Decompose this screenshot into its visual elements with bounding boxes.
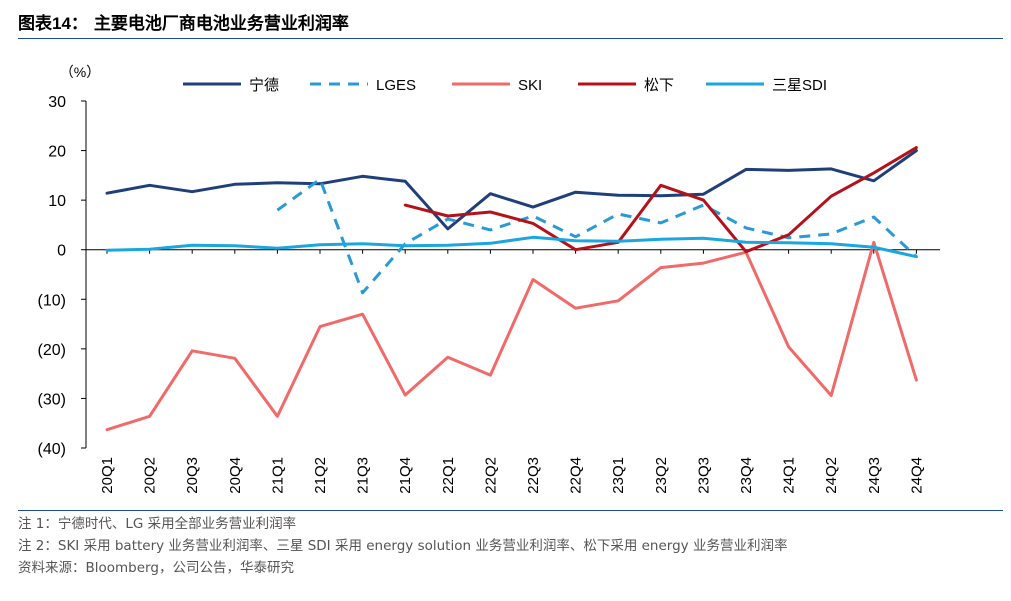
y-tick-label: (30) — [38, 391, 66, 408]
x-tick-label: 22Q4 — [568, 457, 585, 494]
chart-legend: 宁德 LGES SKI 松下 三星SDI — [183, 76, 827, 94]
line-chart: （%） 30 20 10 0 (10) (20) (30) (40) 20Q1 20Q2 20Q3 20… — [38, 64, 940, 494]
x-tick-label: 20Q4 — [227, 457, 244, 494]
y-tick-label: (20) — [38, 342, 66, 359]
footnote-1: 注 1：宁德时代、LG 采用全部业务营业利润率 — [18, 516, 297, 532]
source-note: 资料来源：Bloomberg，公司公告，华泰研究 — [18, 560, 294, 576]
y-tick-label: 0 — [57, 243, 66, 260]
notes-rule — [18, 510, 1003, 511]
legend-label-ski: SKI — [518, 77, 542, 94]
x-tick-label: 23Q1 — [610, 457, 627, 494]
figure-title-text: 主要电池厂商电池业务营业利润率 — [93, 14, 349, 34]
series-line-samsung-sdi — [105, 235, 918, 259]
series-line-catl — [105, 149, 918, 231]
y-tick-label: 10 — [48, 193, 66, 210]
x-tick-label: 23Q3 — [695, 457, 712, 494]
chart-axes: （%） 30 20 10 0 (10) (20) (30) (40) 20Q1 20Q2 20Q3 20… — [38, 64, 940, 494]
footnotes: 注 1：宁德时代、LG 采用全部业务营业利润率 注 2：SKI 采用 batte… — [18, 513, 787, 579]
x-tick-label: 24Q4 — [908, 457, 925, 494]
y-tick-label: 30 — [48, 94, 66, 111]
legend-label-samsung-sdi: 三星SDI — [772, 77, 827, 94]
x-tick-label: 22Q3 — [525, 457, 542, 494]
figure-title: 图表14： 主要电池厂商电池业务营业利润率 — [18, 9, 349, 34]
x-tick-label: 21Q3 — [355, 457, 372, 494]
x-tick-label: 20Q1 — [99, 457, 116, 494]
x-tick-label: 21Q2 — [312, 457, 329, 494]
x-tick-label: 22Q1 — [440, 457, 457, 494]
x-tick-label: 23Q2 — [653, 457, 670, 494]
x-tick-label: 23Q4 — [738, 457, 755, 494]
y-unit-label: （%） — [60, 64, 100, 80]
legend-label-lges: LGES — [376, 77, 416, 94]
y-tick-label: (10) — [38, 292, 66, 309]
series-line-lges — [276, 177, 918, 295]
x-tick-label: 21Q4 — [397, 457, 414, 494]
title-rule — [18, 38, 1003, 39]
x-tick-label: 24Q3 — [866, 457, 883, 494]
x-tick-label: 24Q1 — [781, 457, 798, 494]
footnote-2: 注 2：SKI 采用 battery 业务营业利润率、三星 SDI 采用 ene… — [18, 538, 788, 554]
figure-label: 图表14： — [18, 14, 88, 33]
x-tick-label: 24Q2 — [823, 457, 840, 494]
x-tick-label: 22Q2 — [482, 457, 499, 494]
x-tick-label: 20Q2 — [142, 457, 159, 494]
legend-label-panasonic: 松下 — [644, 77, 674, 94]
y-tick-label: 20 — [48, 144, 66, 161]
series-line-ski — [105, 240, 918, 432]
x-tick-label: 20Q3 — [184, 457, 201, 494]
x-tick-label: 21Q1 — [269, 457, 286, 494]
legend-label-catl: 宁德 — [249, 76, 279, 94]
y-tick-label: (40) — [38, 441, 66, 458]
chart-series — [105, 146, 918, 432]
series-line-panasonic — [403, 146, 918, 254]
